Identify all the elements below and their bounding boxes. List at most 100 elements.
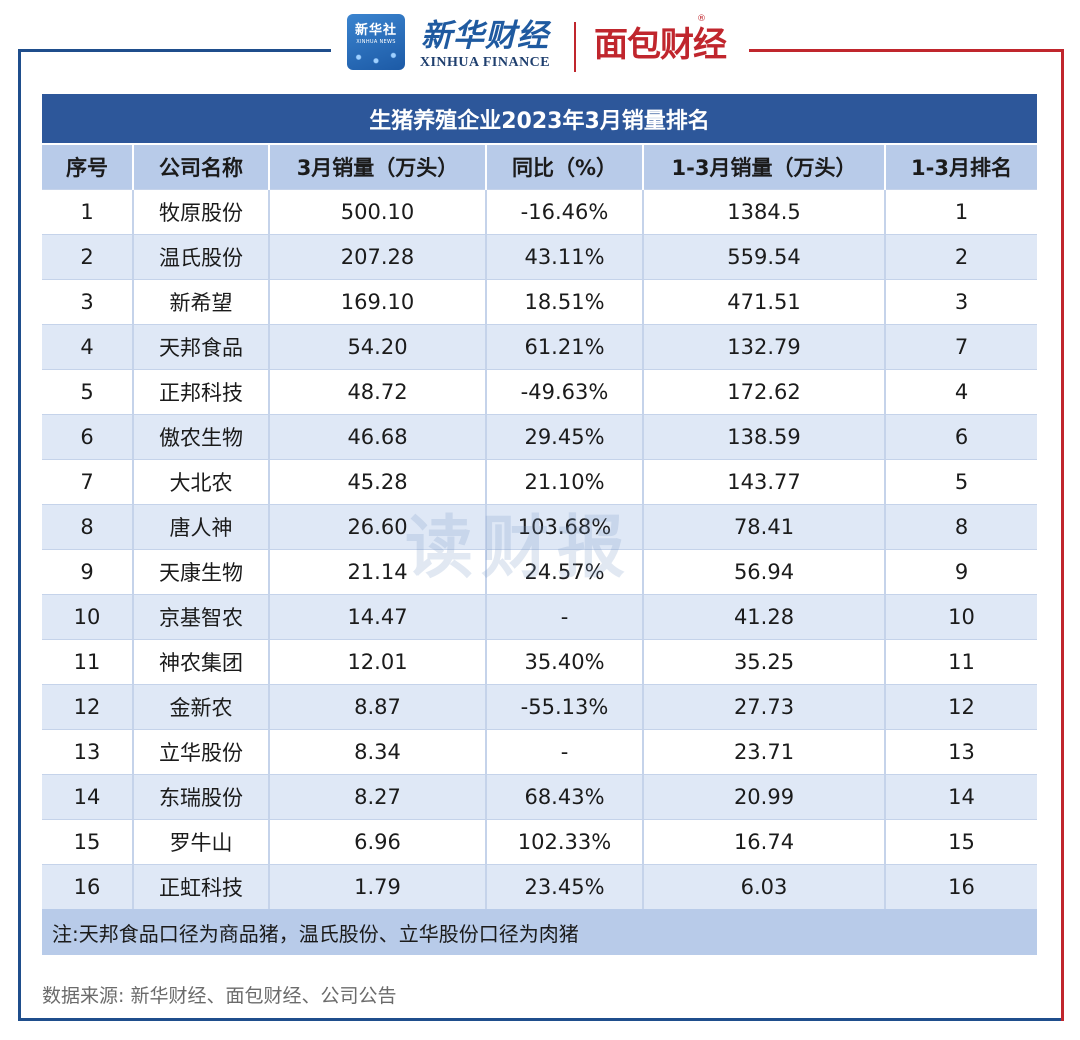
frame-bottom-line	[18, 1018, 1064, 1021]
table-row: 8 唐人神 26.60 103.68% 78.41 8	[42, 504, 1038, 550]
table-cell: 21.14	[269, 549, 487, 595]
table-cell: 11	[885, 639, 1038, 685]
table-cell: 27.73	[643, 684, 886, 730]
column-header: 序号	[42, 143, 134, 190]
table-cell: 78.41	[643, 504, 886, 550]
table-cell: 14	[42, 774, 134, 820]
data-source: 数据来源: 新华财经、面包财经、公司公告	[42, 985, 397, 1007]
table-cell: 牧原股份	[133, 189, 270, 235]
table-cell: 102.33%	[486, 819, 644, 865]
logo-divider	[574, 22, 576, 72]
column-header: 公司名称	[133, 143, 270, 190]
column-header: 同比（%）	[486, 143, 644, 190]
table-cell: 143.77	[643, 459, 886, 505]
table-cell: -55.13%	[486, 684, 644, 730]
table-cell: 12	[42, 684, 134, 730]
table-cell: 26.60	[269, 504, 487, 550]
table-note: 注:天邦食品口径为商品猪，温氏股份、立华股份口径为肉猪	[42, 909, 1038, 955]
table-row: 5 正邦科技 48.72 -49.63% 172.62 4	[42, 369, 1038, 415]
table-cell: 10	[42, 594, 134, 640]
table-cell: 神农集团	[133, 639, 270, 685]
sales-ranking-table: 生猪养殖企业2023年3月销量排名 序号 公司名称 3月销量（万头） 同比（%） 1-3…	[42, 94, 1038, 955]
table-row: 14 东瑞股份 8.27 68.43% 20.99 14	[42, 774, 1038, 820]
table-cell: 3	[885, 279, 1038, 325]
table-cell: 35.25	[643, 639, 886, 685]
table-cell: 4	[42, 324, 134, 370]
table-cell: 立华股份	[133, 729, 270, 775]
table-cell: 1	[885, 189, 1038, 235]
table-cell: 8	[885, 504, 1038, 550]
table-cell: 6	[885, 414, 1038, 460]
table-cell: 7	[885, 324, 1038, 370]
table-cell: 正邦科技	[133, 369, 270, 415]
table-cell: 41.28	[643, 594, 886, 640]
frame-right-line	[1061, 49, 1064, 1021]
table-row: 11 神农集团 12.01 35.40% 35.25 11	[42, 639, 1038, 685]
table-cell: 14.47	[269, 594, 487, 640]
table-cell: 29.45%	[486, 414, 644, 460]
table-cell: 500.10	[269, 189, 487, 235]
table-cell: 138.59	[643, 414, 886, 460]
table-cell: 1.79	[269, 864, 487, 909]
table-cell: -16.46%	[486, 189, 644, 235]
table-cell: 43.11%	[486, 234, 644, 280]
table-cell: 6.03	[643, 864, 886, 909]
table-cell: 172.62	[643, 369, 886, 415]
table-cell: 48.72	[269, 369, 487, 415]
frame-left-line	[18, 49, 21, 1021]
table-header-row: 序号 公司名称 3月销量（万头） 同比（%） 1-3月销量（万头） 1-3月排名	[42, 143, 1038, 190]
xinhua-finance-logo-cn: 新华财经	[421, 18, 549, 54]
table-cell: 天康生物	[133, 549, 270, 595]
table-cell: 54.20	[269, 324, 487, 370]
table-cell: 14	[885, 774, 1038, 820]
table-cell: 正虹科技	[133, 864, 270, 909]
table-row: 2 温氏股份 207.28 43.11% 559.54 2	[42, 234, 1038, 280]
table-cell: 23.45%	[486, 864, 644, 909]
table-cell: 罗牛山	[133, 819, 270, 865]
frame-top-left-line	[18, 49, 331, 52]
table-cell: 15	[885, 819, 1038, 865]
table-cell: 京基智农	[133, 594, 270, 640]
note-row: 注:天邦食品口径为商品猪，温氏股份、立华股份口径为肉猪	[42, 909, 1038, 955]
table-cell: 5	[885, 459, 1038, 505]
table-cell: 8.87	[269, 684, 487, 730]
table-cell: 207.28	[269, 234, 487, 280]
table-row: 3 新希望 169.10 18.51% 471.51 3	[42, 279, 1038, 325]
table-cell: 大北农	[133, 459, 270, 505]
table-cell: 3	[42, 279, 134, 325]
table-cell: 559.54	[643, 234, 886, 280]
table-cell: 56.94	[643, 549, 886, 595]
table-cell: 16	[885, 864, 1038, 909]
table-cell: 20.99	[643, 774, 886, 820]
table-cell: 45.28	[269, 459, 487, 505]
table-cell: 13	[42, 729, 134, 775]
table-row: 4 天邦食品 54.20 61.21% 132.79 7	[42, 324, 1038, 370]
table-cell: 5	[42, 369, 134, 415]
table-cell: 18.51%	[486, 279, 644, 325]
table-cell: 9	[885, 549, 1038, 595]
table-row: 16 正虹科技 1.79 23.45% 6.03 16	[42, 864, 1038, 909]
table-cell: 471.51	[643, 279, 886, 325]
table-row: 7 大北农 45.28 21.10% 143.77 5	[42, 459, 1038, 505]
table-cell: 61.21%	[486, 324, 644, 370]
table-cell: 23.71	[643, 729, 886, 775]
table-cell: 温氏股份	[133, 234, 270, 280]
table-body: 1 牧原股份 500.10 -16.46% 1384.5 1 2 温氏股份 207.28 43.1…	[42, 189, 1038, 909]
table-cell: 12	[885, 684, 1038, 730]
table-title: 生猪养殖企业2023年3月销量排名	[42, 94, 1038, 144]
table-row: 12 金新农 8.87 -55.13% 27.73 12	[42, 684, 1038, 730]
table-cell: 15	[42, 819, 134, 865]
table-cell: 16	[42, 864, 134, 909]
table-cell: 9	[42, 549, 134, 595]
table-row: 1 牧原股份 500.10 -16.46% 1384.5 1	[42, 189, 1038, 235]
table-cell: 新希望	[133, 279, 270, 325]
table-cell: 1384.5	[643, 189, 886, 235]
table-title-row: 生猪养殖企业2023年3月销量排名	[42, 94, 1038, 144]
table-cell: 13	[885, 729, 1038, 775]
table-cell: 68.43%	[486, 774, 644, 820]
table-cell: 12.01	[269, 639, 487, 685]
frame-top-right-line	[749, 49, 1064, 52]
table-cell: 8.34	[269, 729, 487, 775]
table-cell: 东瑞股份	[133, 774, 270, 820]
table-cell: 傲农生物	[133, 414, 270, 460]
